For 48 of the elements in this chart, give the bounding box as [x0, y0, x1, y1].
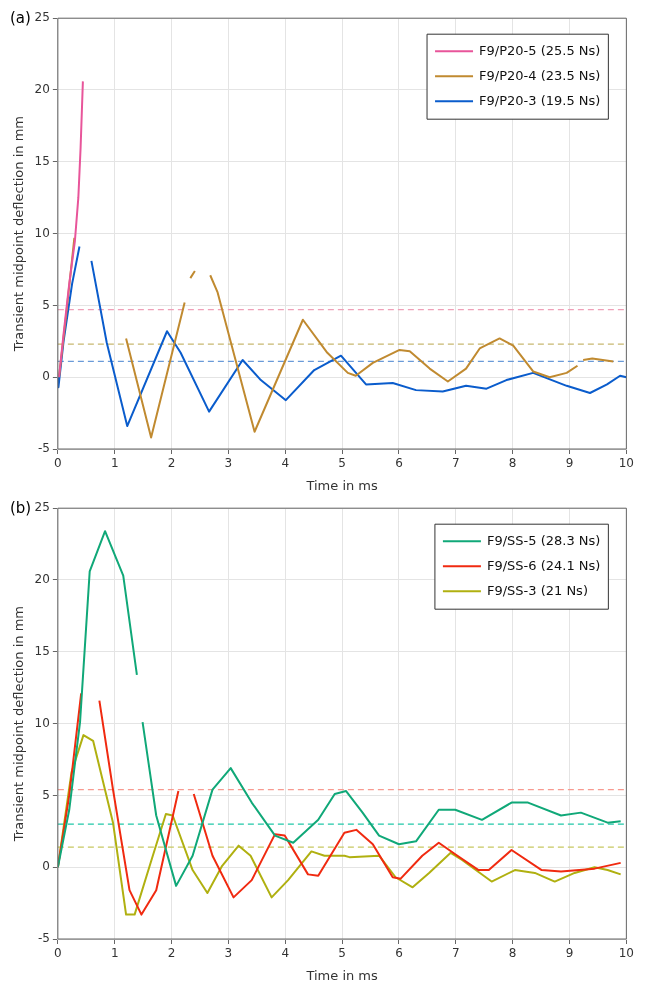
- y-tick-label: 25: [34, 500, 50, 515]
- x-tick-label: 4: [281, 456, 290, 471]
- y-tick-label: 25: [34, 10, 50, 25]
- x-tick-label: 0: [54, 456, 62, 471]
- x-tick-label: 6: [395, 456, 403, 471]
- legend-label: F9/SS-3 (21 Ns): [486, 582, 588, 598]
- x-axis-title: Time in ms: [305, 477, 379, 493]
- x-tick-label: 4: [281, 946, 290, 961]
- x-tick-label: 7: [452, 946, 460, 961]
- x-tick-label: 3: [224, 946, 233, 961]
- x-tick-label: 3: [224, 456, 233, 471]
- x-tick-label: 2: [167, 456, 176, 471]
- y-tick-label: -5: [37, 931, 50, 946]
- y-tick-label: 5: [42, 297, 50, 312]
- y-tick-label: 15: [34, 153, 50, 168]
- legend-label: F9/P20-4 (23.5 Ns): [479, 67, 601, 83]
- chart-title: (b): [10, 499, 32, 518]
- x-tick-label: 1: [110, 946, 119, 961]
- y-tick-label: 5: [42, 787, 50, 802]
- y-tick-label: 0: [42, 859, 50, 874]
- y-tick-label: -5: [37, 441, 50, 456]
- x-tick-label: 9: [565, 946, 574, 961]
- y-tick-label: 20: [34, 572, 50, 587]
- x-tick-label: 5: [338, 946, 346, 961]
- y-axis-title: Transient midpoint deflection in mm: [11, 606, 27, 843]
- x-tick-label: 0: [54, 946, 62, 961]
- legend-label: F9/P20-3 (19.5 Ns): [479, 92, 601, 108]
- y-tick-label: 20: [34, 82, 50, 97]
- y-tick-label: 10: [34, 715, 50, 730]
- legend-label: F9/SS-5 (28.3 Ns): [486, 532, 601, 548]
- y-tick-label: 10: [34, 225, 50, 240]
- legend-label: F9/SS-6 (24.1 Ns): [486, 557, 601, 573]
- x-tick-label: 9: [565, 456, 574, 471]
- legend-label: F9/P20-5 (25.5 Ns): [479, 42, 601, 58]
- x-tick-label: 10: [618, 456, 635, 471]
- x-tick-label: 7: [452, 456, 460, 471]
- x-tick-label: 5: [338, 456, 346, 471]
- x-tick-label: 10: [618, 946, 635, 961]
- y-axis-title: Transient midpoint deflection in mm: [11, 116, 27, 353]
- x-tick-label: 8: [508, 946, 517, 961]
- x-tick-label: 8: [508, 456, 517, 471]
- x-tick-label: 1: [110, 456, 119, 471]
- x-axis-title: Time in ms: [305, 967, 379, 983]
- x-tick-label: 2: [167, 946, 176, 961]
- y-tick-label: 15: [34, 643, 50, 658]
- x-tick-label: 6: [395, 946, 403, 961]
- y-tick-label: 0: [42, 369, 50, 384]
- chart-title: (a): [10, 9, 31, 28]
